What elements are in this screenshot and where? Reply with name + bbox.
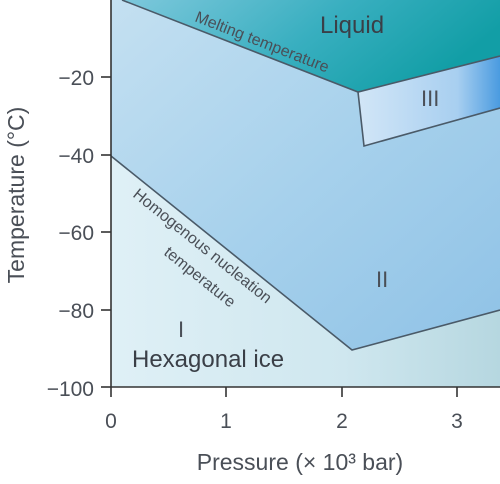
y-tick-label: −80: [58, 300, 94, 323]
region-liquid: [122, 0, 500, 92]
x-tick-label: 2: [336, 410, 348, 433]
x-tick-label: 1: [220, 410, 232, 433]
x-tick-label: 0: [105, 410, 117, 433]
nucleation-curve: [110, 155, 500, 351]
y-tick-label: −60: [58, 222, 94, 245]
region-label-liquid: Liquid: [320, 12, 384, 39]
y-tick-label: −20: [58, 67, 94, 90]
ice-three-boundary: [357, 91, 500, 148]
x-tick-label: 3: [451, 410, 463, 433]
region-label-ice-two: II: [376, 267, 388, 292]
y-tick-label: −100: [47, 378, 94, 401]
region-ice-three: [358, 56, 500, 146]
y-axis-title: Temperature (°C): [3, 107, 29, 284]
x-axis-title: Pressure (× 10³ bar): [197, 449, 403, 475]
region-label-ice-one-name: Hexagonal ice: [132, 346, 284, 373]
region-ice-one: [111, 156, 500, 387]
region-label-ice-one-numeral: I: [178, 317, 184, 342]
region-label-ice-three: III: [421, 86, 439, 111]
y-tick-label: −40: [58, 145, 94, 168]
